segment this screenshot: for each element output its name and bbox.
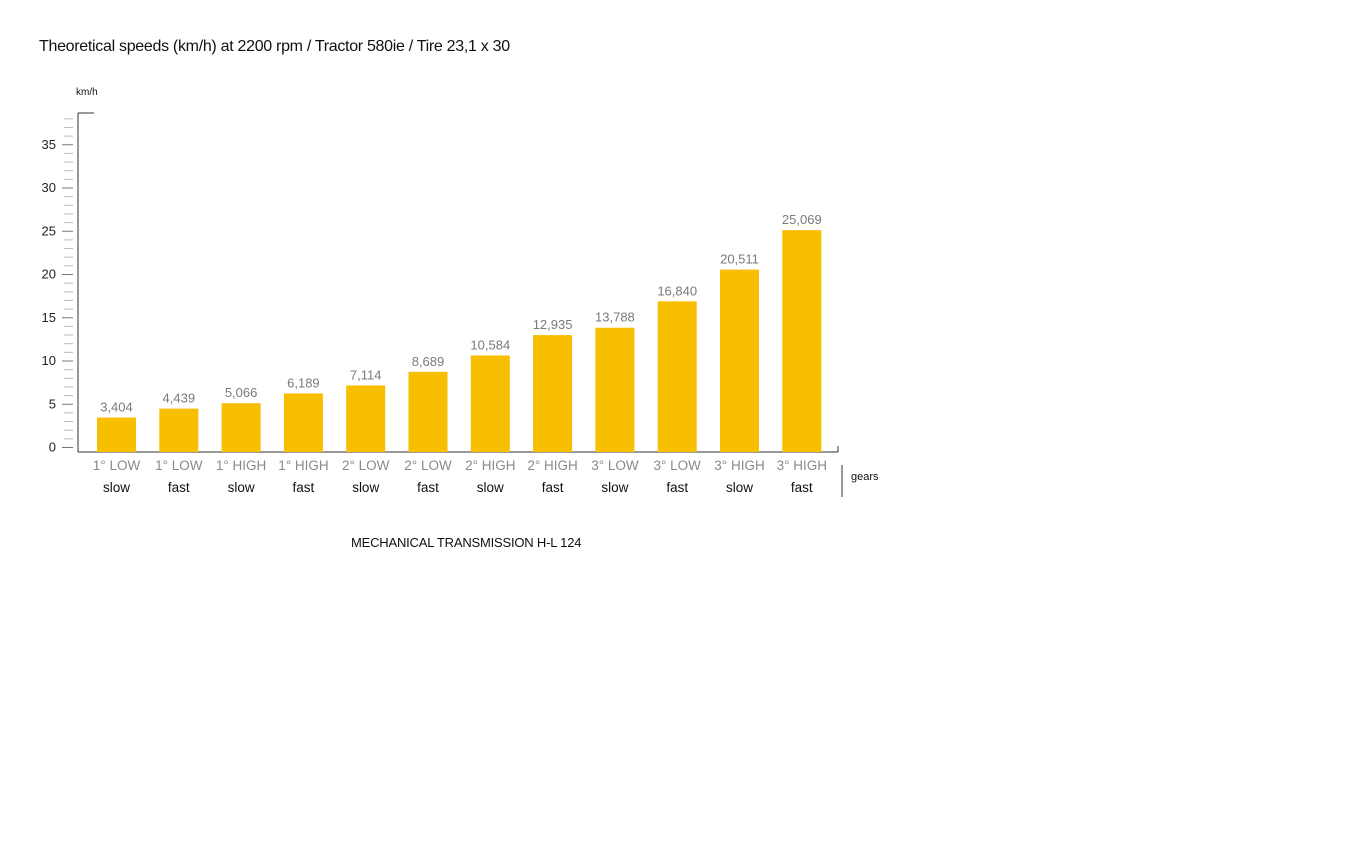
bars	[97, 230, 822, 452]
y-unit-label: km/h	[76, 87, 98, 98]
bar-value-label: 13,788	[595, 310, 635, 325]
y-tick-label: 15	[42, 310, 56, 325]
bar	[782, 230, 822, 452]
bar-value-label: 20,511	[720, 252, 759, 267]
x-tick-label-speed: fast	[666, 480, 688, 495]
y-tick-label: 30	[42, 180, 56, 195]
bar-value-label: 7,114	[350, 367, 382, 382]
y-tick-label: 5	[49, 396, 56, 411]
x-tick-label-gear: 2° LOW	[342, 458, 390, 473]
bar-value-label: 25,069	[782, 212, 822, 227]
axes	[62, 112, 843, 497]
x-tick-label-speed: slow	[601, 480, 628, 495]
x-tick-label-gear: 3° LOW	[591, 458, 639, 473]
chart-title: Theoretical speeds (km/h) at 2200 rpm / …	[39, 38, 510, 55]
bar-value-label: 4,439	[163, 391, 196, 406]
bar	[159, 408, 199, 452]
bar	[657, 301, 697, 452]
x-tick-label-speed: fast	[791, 480, 813, 495]
bar-value-label: 6,189	[287, 375, 320, 390]
y-tick-label: 35	[42, 137, 56, 152]
x-tick-label-gear: 2° HIGH	[527, 458, 577, 473]
bar-value-label: 10,584	[470, 337, 510, 352]
bar	[720, 269, 759, 452]
bar-value-label: 5,066	[225, 385, 258, 400]
x-tick-label-gear: 2° LOW	[404, 458, 452, 473]
x-tick-label-speed: fast	[542, 480, 564, 495]
x-tick-label-speed: slow	[352, 480, 379, 495]
y-tick-label: 25	[42, 223, 56, 238]
x-tick-label-speed: fast	[168, 480, 190, 495]
x-tick-label-speed: slow	[228, 480, 255, 495]
x-tick-label-gear: 3° HIGH	[714, 458, 764, 473]
bar	[283, 393, 323, 452]
x-tick-label-gear: 1° LOW	[155, 458, 203, 473]
x-tick-label-gear: 3° LOW	[653, 458, 701, 473]
x-tick-label-gear: 3° HIGH	[777, 458, 827, 473]
bar-value-label: 16,840	[657, 283, 697, 298]
chart-caption: MECHANICAL TRANSMISSION H-L 124	[351, 535, 582, 550]
y-tick-label: 10	[42, 353, 56, 368]
bar	[221, 403, 261, 452]
bar	[533, 335, 573, 452]
x-tick-label-speed: slow	[726, 480, 753, 495]
bar	[97, 417, 136, 452]
x-axis-label: gears	[851, 471, 879, 483]
x-tick-label-gear: 1° HIGH	[278, 458, 328, 473]
x-tick-label-gear: 1° HIGH	[216, 458, 266, 473]
bar-value-label: 12,935	[533, 317, 573, 332]
x-tick-label-gear: 1° LOW	[93, 458, 141, 473]
bar	[408, 371, 448, 452]
x-tick-label-speed: slow	[103, 480, 130, 495]
y-tick-label: 0	[49, 440, 56, 455]
bar	[470, 355, 510, 452]
x-tick-label-gear: 2° HIGH	[465, 458, 515, 473]
x-tick-label-speed: fast	[417, 480, 439, 495]
x-tick-label-speed: slow	[477, 480, 504, 495]
bar-value-label: 8,689	[412, 354, 445, 369]
bar-value-label: 3,404	[100, 400, 133, 415]
bar	[346, 385, 386, 452]
labels: 0 5 10 15 20 25 30 35 km/h 3,404 1° LOW slow 4,439 1°…	[42, 87, 879, 495]
x-tick-label-speed: fast	[293, 480, 315, 495]
bar	[595, 327, 635, 452]
y-tick-label: 20	[42, 267, 56, 282]
